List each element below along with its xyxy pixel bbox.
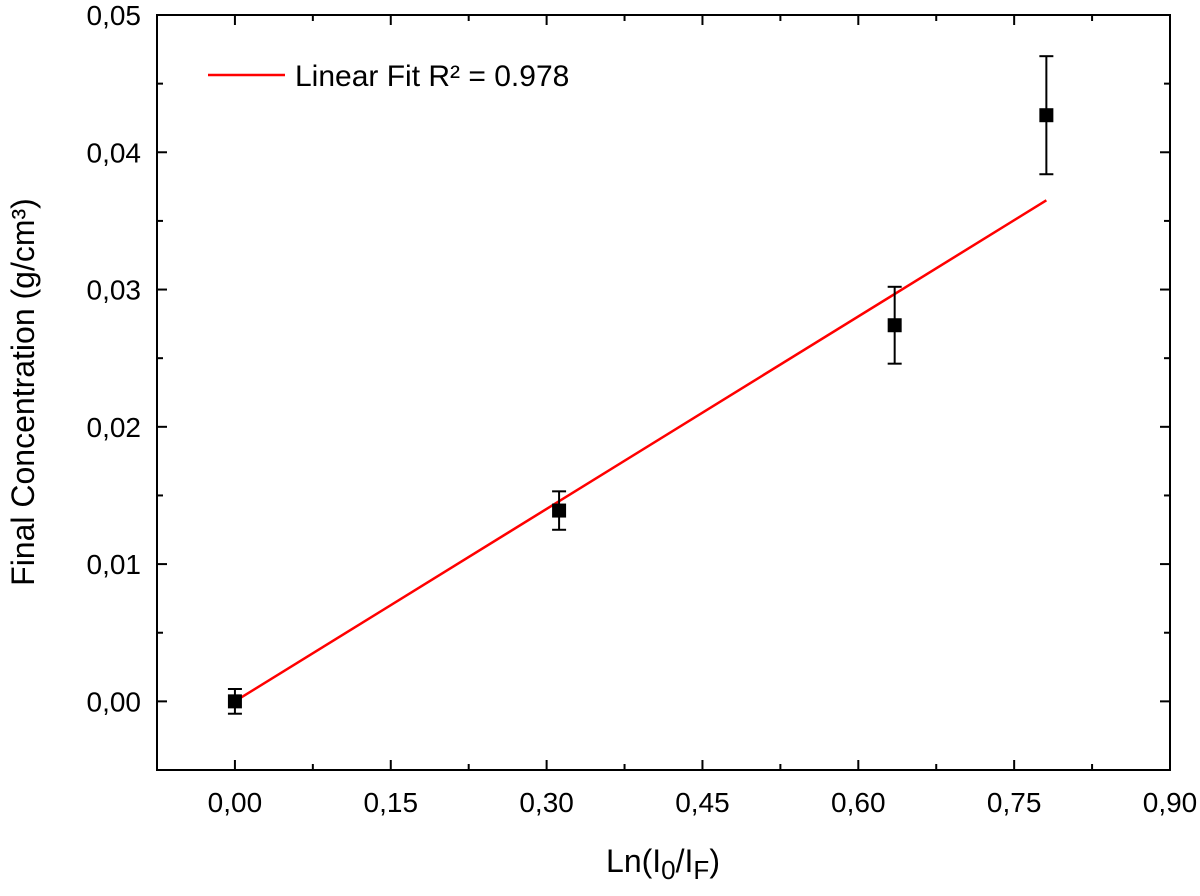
- y-tick-label: 0,01: [87, 549, 142, 580]
- data-point-marker: [887, 318, 902, 333]
- y-tick-label: 0,02: [87, 412, 142, 443]
- y-tick-label: 0,03: [87, 275, 142, 306]
- data-point-marker: [227, 694, 242, 709]
- data-point-group: [552, 490, 567, 531]
- linear-fit-line: [234, 199, 1048, 703]
- y-axis-title: Final Concentration (g/cm³): [5, 198, 41, 586]
- data-point-group: [887, 285, 902, 365]
- x-tick-label: 0,45: [675, 787, 730, 818]
- y-tick-label: 0,00: [87, 686, 142, 717]
- y-tick-label: 0,05: [87, 0, 142, 31]
- x-tick-label: 0,90: [1143, 787, 1198, 818]
- x-tick-label: 0,60: [831, 787, 886, 818]
- x-axis-title-mid: /I: [676, 843, 694, 879]
- data-points-layer: [227, 55, 1054, 715]
- legend: Linear Fit R² = 0.978: [208, 60, 569, 93]
- data-point-group: [1039, 55, 1054, 176]
- x-axis-title-sub0: 0: [661, 855, 675, 885]
- fit-line-layer: [234, 199, 1048, 703]
- data-point-marker: [552, 503, 567, 518]
- x-axis-title-main: Ln(I: [606, 843, 661, 879]
- x-tick-label: 0,00: [208, 787, 263, 818]
- x-axis-title: Ln(I0/IF): [606, 843, 720, 885]
- data-point-group: [227, 688, 242, 715]
- x-tick-label: 0,15: [364, 787, 419, 818]
- data-point-marker: [1039, 108, 1054, 123]
- y-tick-label: 0,04: [87, 137, 142, 168]
- x-axis-title-close: ): [709, 843, 720, 879]
- y-axis-ticks: 0,00 0,01 0,02 0,03 0,04 0,05: [87, 0, 1170, 771]
- legend-label: Linear Fit R² = 0.978: [295, 60, 569, 93]
- x-axis-title-subF: F: [693, 855, 709, 885]
- x-axis-ticks: 0,00 0,15 0,30 0,45 0,60 0,75 0,90: [156, 15, 1198, 818]
- x-tick-label: 0,75: [987, 787, 1042, 818]
- plot-frame: [156, 14, 1171, 771]
- x-tick-label: 0,30: [519, 787, 574, 818]
